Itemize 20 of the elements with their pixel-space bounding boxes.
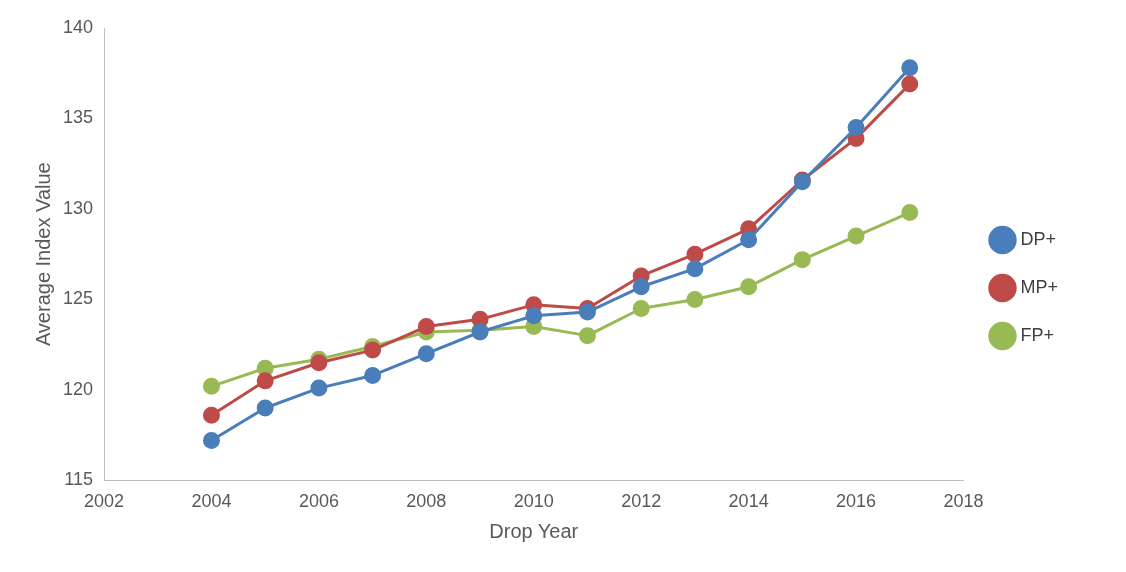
x-tick-label: 2006 [298, 491, 339, 512]
x-tick-label: 2004 [191, 491, 232, 512]
x-axis-title: Drop Year [489, 519, 579, 542]
x-tick-label: 2016 [836, 491, 877, 512]
x-tick-label: 2008 [406, 491, 447, 512]
legend-label: MP+ [1020, 276, 1058, 297]
x-tick-label: 2002 [84, 491, 125, 512]
legend-label: FP+ [1020, 324, 1054, 345]
x-tick-label: 2018 [943, 491, 984, 512]
y-tick-label: 125 [62, 288, 94, 309]
x-tick-label: 2014 [728, 491, 769, 512]
y-tick-label: 130 [62, 197, 94, 218]
y-tick-label: 115 [64, 469, 94, 490]
x-tick-label: 2012 [621, 491, 662, 512]
y-tick-label: 135 [62, 107, 94, 128]
legend-label: DP+ [1020, 228, 1057, 249]
y-tick-label: 140 [62, 16, 94, 37]
y-axis-title: Average Index Value [31, 162, 54, 347]
x-tick-label: 2010 [513, 491, 554, 512]
y-tick-label: 120 [62, 378, 94, 399]
